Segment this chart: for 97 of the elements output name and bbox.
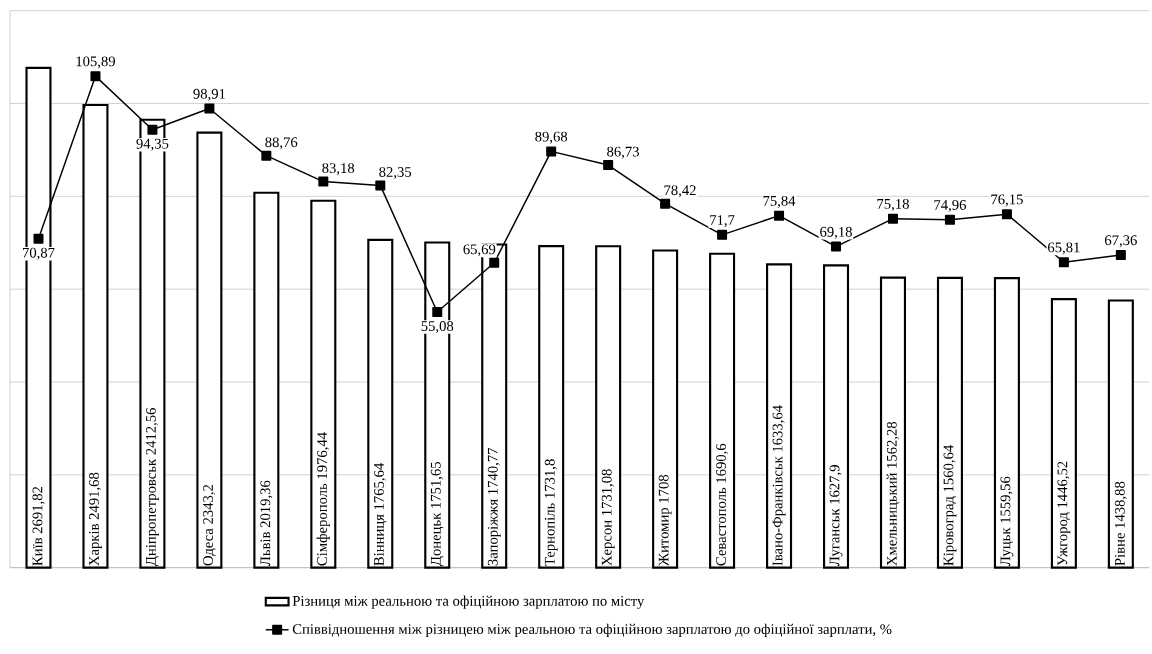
point — [261, 150, 272, 161]
x-tick-label: Херсон — [601, 520, 615, 566]
point — [831, 241, 842, 252]
data-label: 71,7 — [710, 215, 735, 227]
data-label: 1976,44 — [317, 432, 330, 479]
point — [90, 71, 101, 82]
data-label: 1627,9 — [829, 464, 842, 504]
data-label: 1446,52 — [1057, 461, 1070, 508]
data-label: 2491,68 — [89, 472, 102, 520]
x-tick-label: Запоріжжя — [487, 498, 501, 566]
data-label: 1559,56 — [1000, 476, 1013, 523]
data-label: 78,42 — [664, 185, 696, 198]
point — [944, 214, 955, 225]
data-label: 76,15 — [991, 194, 1023, 207]
data-label: 2412,56 — [146, 407, 158, 455]
x-tick-label: Житомир — [658, 507, 672, 566]
point — [660, 198, 671, 209]
x-tick-label: Хмельницький — [886, 472, 900, 566]
point — [603, 159, 614, 170]
bar — [1107, 299, 1134, 569]
bar — [538, 244, 565, 569]
legend-label: Різниця між реальною та офіційною зарплатою по місту — [292, 595, 645, 609]
data-label: 69,18 — [820, 226, 852, 239]
bar — [196, 131, 223, 569]
bar — [652, 249, 679, 569]
x-tick-label: Івано-Франківськ — [772, 456, 786, 566]
data-label: 98,91 — [193, 88, 225, 101]
bar — [1050, 297, 1077, 569]
point — [546, 146, 557, 157]
point — [318, 176, 329, 187]
point — [1115, 249, 1126, 260]
x-tick-label: Одеса — [203, 528, 216, 566]
data-label: 105,89 — [76, 56, 116, 69]
data-label: 86,73 — [607, 146, 639, 159]
x-tick-label: Кіровоград — [943, 496, 957, 566]
data-label: 65,81 — [1048, 242, 1080, 255]
point — [1058, 257, 1069, 268]
bar — [993, 276, 1020, 569]
x-tick-label: Сімферополь — [316, 483, 330, 566]
legend-label: Співвідношення між різницею між реальною та офіційною зарплатою до офіційної зарплати, % — [292, 623, 892, 637]
data-label: 55,08 — [421, 320, 454, 333]
data-label: 75,84 — [763, 195, 796, 208]
data-label: 2691,82 — [32, 486, 45, 533]
data-label: 1708 — [658, 474, 669, 503]
x-tick-label: Харків — [89, 523, 102, 566]
bar — [766, 263, 793, 569]
data-label: 89,68 — [535, 131, 568, 144]
data-label: 1562,28 — [886, 421, 899, 468]
x-tick-label: Вінниця — [374, 514, 387, 566]
x-tick-label: Тернопіль — [544, 503, 558, 566]
bar — [822, 264, 850, 569]
data-label: 1560,64 — [943, 444, 956, 492]
bar — [595, 245, 622, 569]
point — [489, 257, 500, 268]
x-tick-label: Рівне — [1114, 532, 1125, 566]
bar — [936, 276, 963, 569]
point — [717, 229, 728, 240]
point — [33, 233, 44, 244]
bar — [367, 238, 394, 569]
data-label: 1438,88 — [1114, 481, 1127, 528]
data-label: 75,18 — [877, 198, 909, 211]
data-label: 82,35 — [379, 166, 412, 179]
x-tick-label: Донецьк — [430, 512, 444, 566]
point — [774, 210, 785, 221]
x-tick-label: Луцьк — [1000, 527, 1014, 566]
x-tick-label: Дніпропетровськ — [146, 458, 159, 566]
bar — [310, 199, 337, 569]
data-label: 67,36 — [1104, 235, 1137, 248]
point — [204, 103, 215, 114]
data-label: 74,96 — [934, 199, 967, 212]
x-tick-label: Ужгород — [1057, 512, 1071, 566]
bar — [253, 191, 280, 569]
point — [1001, 209, 1012, 220]
data-label: 1740,77 — [487, 447, 500, 494]
bar — [709, 252, 736, 569]
data-label: 70,87 — [22, 247, 55, 260]
data-label: 65,69 — [463, 244, 496, 257]
x-tick-label: Львів — [260, 531, 271, 566]
data-label: 1633,64 — [772, 405, 785, 452]
data-label: 1690,6 — [716, 443, 729, 483]
data-label: 94,35 — [136, 138, 169, 151]
point — [375, 180, 386, 191]
x-tick-label: Луганськ — [829, 508, 843, 566]
data-label: 2019,36 — [260, 480, 273, 528]
point — [147, 124, 158, 135]
point — [887, 213, 898, 224]
data-label: 1731,8 — [544, 459, 557, 498]
data-label: 2343,2 — [203, 484, 216, 524]
data-label: 1731,08 — [601, 469, 614, 515]
x-tick-label: Севастополь — [716, 487, 726, 566]
data-label: 1751,65 — [430, 461, 443, 508]
bar — [879, 276, 907, 569]
point — [432, 306, 443, 317]
data-label: 1765,64 — [374, 462, 386, 509]
x-tick-label: Київ — [32, 537, 43, 566]
data-label: 83,18 — [322, 163, 355, 176]
data-label: 88,76 — [265, 137, 298, 150]
